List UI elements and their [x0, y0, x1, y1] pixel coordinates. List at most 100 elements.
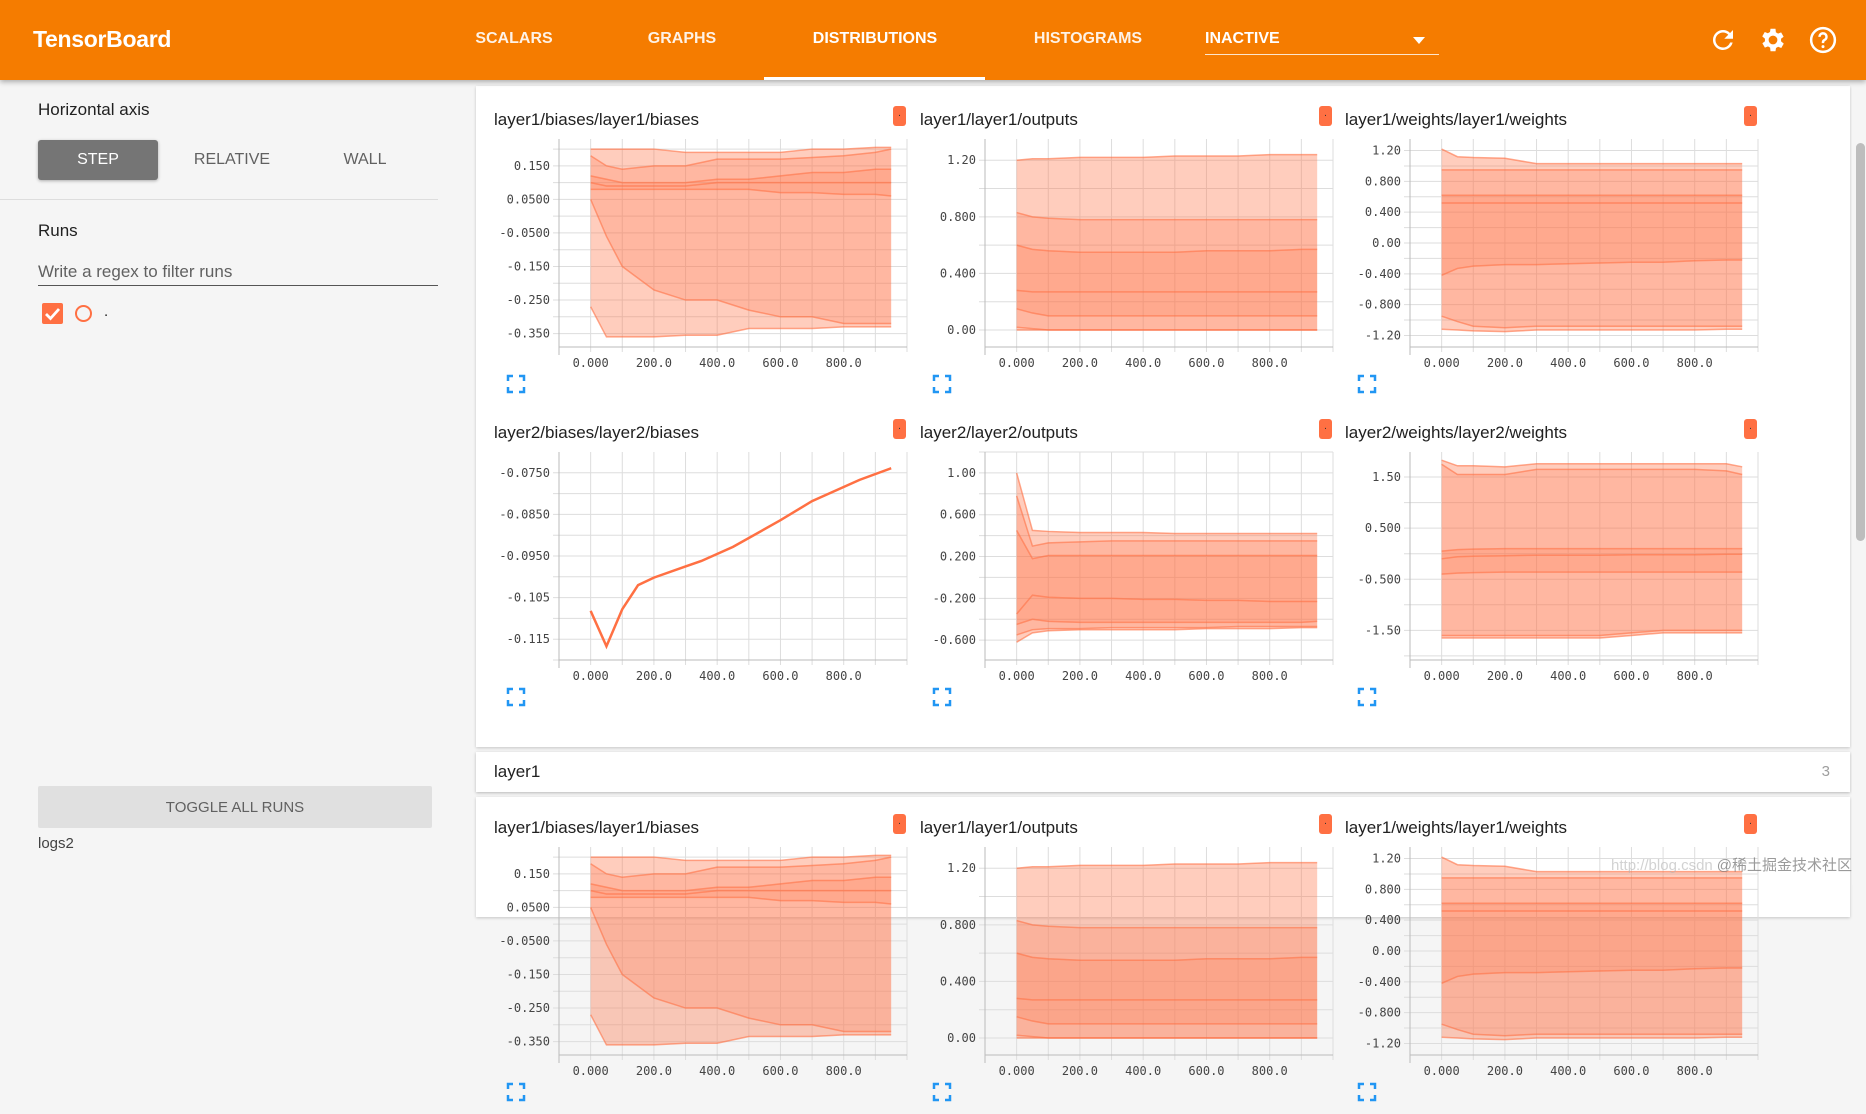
run-color-radio[interactable] — [75, 305, 92, 322]
watermark: http://blog.csdn @稀土掘金技术社区 — [1611, 854, 1852, 875]
axis-relative-button[interactable]: RELATIVE — [193, 151, 271, 168]
chart-title: layer2/biases/layer2/biases — [494, 423, 700, 442]
distribution-band — [1016, 308, 1318, 331]
chart-cell: layer1/biases/layer1/biases . 0.150 0.050… — [494, 814, 919, 1114]
x-tick-label: 600.0 — [1613, 669, 1649, 683]
run-legend-marker[interactable]: . — [1744, 106, 1757, 126]
x-tick-label: 800.0 — [826, 356, 862, 370]
y-tick-label: -0.0500 — [499, 226, 550, 240]
run-legend-marker[interactable]: . — [893, 106, 906, 126]
y-tick-label: 0.800 — [1365, 174, 1401, 188]
chart-plot: -0.0750 -0.0850 -0.0950 -0.105 -0.115 0.000 20… — [499, 452, 908, 683]
x-tick-label: 0.000 — [999, 356, 1035, 370]
checkmark-icon — [45, 308, 61, 321]
tab-graphs[interactable]: GRAPHS — [647, 30, 717, 47]
fullscreen-expand-icon[interactable] — [1357, 374, 1377, 394]
logdir-label: logs2 — [38, 835, 74, 852]
x-tick-label: 400.0 — [1550, 356, 1586, 370]
percentile-line-p31 — [590, 188, 892, 197]
y-tick-label: 0.400 — [940, 974, 976, 988]
distribution-band — [590, 169, 892, 186]
distribution-band — [590, 147, 892, 170]
x-tick-label: 0.000 — [1424, 669, 1460, 683]
distribution-band — [1016, 245, 1318, 292]
percentile-line-p50 — [1441, 553, 1743, 560]
toggle-all-runs-button[interactable]: TOGGLE ALL RUNS — [38, 786, 432, 828]
y-tick-label: 1.20 — [1372, 144, 1401, 158]
fullscreen-expand-icon[interactable] — [932, 1082, 952, 1102]
percentile-line-p69 — [1441, 547, 1743, 552]
y-tick-label: 0.400 — [940, 266, 976, 280]
distribution-band — [1441, 572, 1743, 636]
distributions-card-unnamed: layer1/biases/layer1/biases . 0.150 0.050… — [476, 86, 1850, 747]
y-tick-label: 0.500 — [1365, 521, 1401, 535]
x-tick-label: 400.0 — [1125, 669, 1161, 683]
distribution-band — [1441, 169, 1743, 196]
percentile-line-min — [1441, 328, 1743, 333]
axis-wall-button[interactable]: WALL — [343, 151, 387, 168]
run-legend-marker[interactable]: . — [893, 814, 906, 834]
run-legend-marker[interactable]: . — [1319, 814, 1332, 834]
scrollbar-thumb[interactable] — [1856, 143, 1865, 541]
distribution-band — [1441, 548, 1743, 559]
x-tick-label: 400.0 — [1125, 356, 1161, 370]
distribution-band — [1016, 495, 1318, 559]
tab-scalars[interactable]: SCALARS — [475, 30, 553, 47]
chart-cell: layer1/layer1/outputs . 1.20 0.800 0.400 0.… — [920, 106, 1345, 406]
x-tick-label: 0.000 — [1424, 356, 1460, 370]
active-tab-indicator — [764, 77, 985, 80]
tab-distributions[interactable]: DISTRIBUTIONS — [812, 30, 938, 47]
help-icon[interactable] — [1808, 25, 1838, 55]
y-tick-label: -0.105 — [507, 591, 550, 605]
chart-title: layer1/biases/layer1/biases — [494, 110, 700, 129]
y-tick-label: -0.200 — [933, 591, 976, 605]
fullscreen-expand-icon[interactable] — [1357, 687, 1377, 707]
run-legend-marker[interactable]: . — [893, 419, 906, 439]
chart-plot: 1.20 0.800 0.400 0.00 0.000 200.0 400.0 600.0 80… — [940, 139, 1334, 370]
x-tick-label: 600.0 — [1188, 669, 1224, 683]
run-legend-marker[interactable]: . — [1319, 106, 1332, 126]
distribution-band — [1441, 857, 1743, 878]
tab-histograms[interactable]: HISTOGRAMS — [1033, 30, 1143, 47]
percentile-line-max — [1441, 856, 1743, 873]
fullscreen-expand-icon[interactable] — [506, 1082, 526, 1102]
chart-plot: 1.50 0.500 -0.500 -1.50 0.000 200.0 400.0 600.0… — [1358, 452, 1759, 683]
chart-cell: layer1/weights/layer1/weights . 1.20 0.80… — [1345, 106, 1770, 406]
percentile-line-p84 — [590, 856, 892, 878]
fullscreen-expand-icon[interactable] — [506, 687, 526, 707]
chart-plot: 1.20 0.800 0.400 0.00 -0.400 -0.800 -1.20 0.000… — [1358, 847, 1759, 1078]
run-legend-marker[interactable]: . — [1744, 814, 1757, 834]
distribution-band — [590, 855, 892, 878]
y-tick-label: -1.20 — [1365, 1036, 1401, 1050]
run-legend-marker[interactable]: . — [1319, 419, 1332, 439]
x-tick-label: 200.0 — [1487, 669, 1523, 683]
inactive-plugins-dropdown[interactable]: INACTIVE — [1205, 28, 1439, 55]
y-tick-label: -1.20 — [1365, 328, 1401, 342]
section-header-layer1[interactable]: layer1 3 — [476, 752, 1850, 792]
chart-cell: layer2/layer2/outputs . 1.00 0.600 0.200 -0… — [920, 419, 1345, 719]
run-legend-marker[interactable]: . — [1744, 419, 1757, 439]
percentile-line-p84 — [590, 148, 892, 170]
x-tick-label: 800.0 — [1252, 1064, 1288, 1078]
distribution-band — [1441, 554, 1743, 575]
x-tick-label: 800.0 — [1252, 356, 1288, 370]
fullscreen-expand-icon[interactable] — [1357, 1082, 1377, 1102]
section-title: layer1 — [494, 762, 541, 781]
refresh-icon[interactable] — [1708, 25, 1738, 55]
distribution-band — [1441, 464, 1743, 552]
top-app-bar: TensorBoard SCALARS GRAPHS DISTRIBUTIONS… — [0, 0, 1866, 80]
run-filter-input[interactable] — [38, 258, 438, 286]
x-tick-label: 800.0 — [826, 1064, 862, 1078]
x-tick-label: 0.000 — [573, 1064, 609, 1078]
percentile-line-p84 — [1016, 211, 1318, 221]
y-tick-label: -0.0950 — [499, 549, 550, 563]
fullscreen-expand-icon[interactable] — [932, 374, 952, 394]
percentile-line-p69 — [590, 168, 892, 184]
fullscreen-expand-icon[interactable] — [932, 687, 952, 707]
fullscreen-expand-icon[interactable] — [506, 374, 526, 394]
x-tick-label: 0.000 — [999, 669, 1035, 683]
settings-icon[interactable] — [1758, 25, 1788, 55]
percentile-line-p16 — [1016, 625, 1318, 636]
axis-step-button[interactable]: STEP — [38, 140, 158, 180]
run-checkbox[interactable] — [42, 303, 63, 324]
